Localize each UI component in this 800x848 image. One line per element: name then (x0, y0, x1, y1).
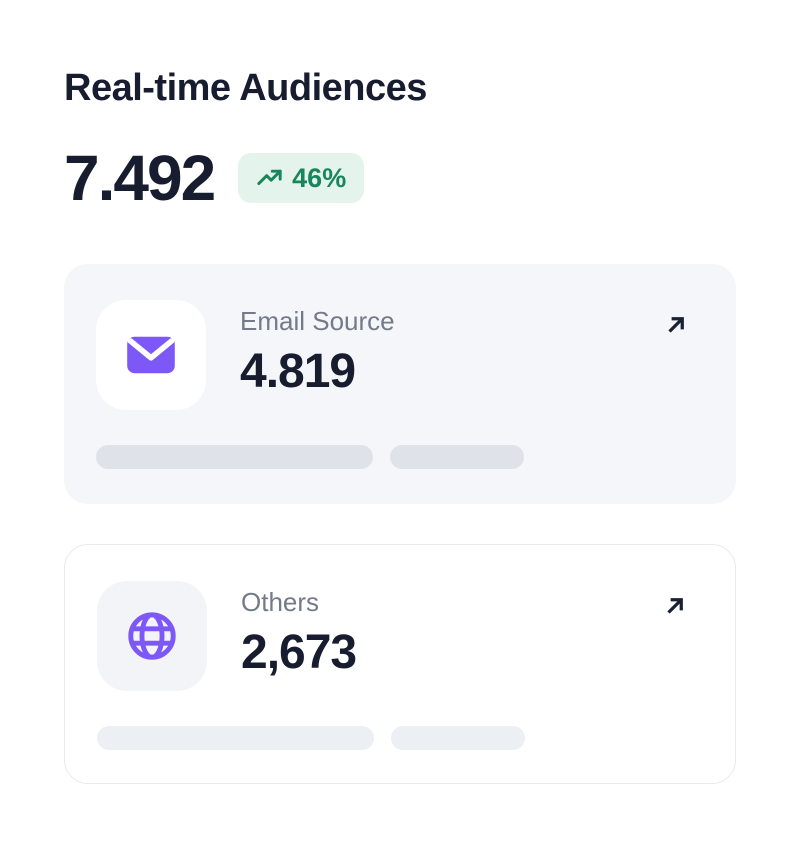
skeleton-bar-short (390, 445, 524, 469)
card-label: Email Source (240, 306, 395, 336)
others-card-text: Others 2,673 (241, 581, 660, 679)
email-source-card[interactable]: Email Source 4.819 (64, 264, 736, 504)
skeleton-bar-long (97, 726, 374, 750)
email-source-skeleton-row (96, 445, 704, 469)
page-title: Real-time Audiences (64, 67, 427, 109)
others-skeleton-row (97, 726, 703, 750)
arrow-up-right-icon (668, 317, 684, 333)
others-card-header: Others 2,673 (97, 581, 703, 691)
skeleton-bar-long (96, 445, 373, 469)
email-icon (127, 336, 175, 374)
others-card[interactable]: Others 2,673 (64, 544, 736, 784)
email-source-card-text: Email Source 4.819 (240, 300, 661, 398)
trend-badge: 46% (238, 153, 365, 203)
open-email-source-button[interactable] (661, 310, 691, 340)
audience-total-value: 7.492 (64, 142, 216, 214)
card-label: Others (241, 587, 320, 617)
arrow-up-right-icon (667, 598, 683, 614)
open-others-button[interactable] (660, 591, 690, 621)
realtime-audiences-panel: Real-time Audiences 7.492 46% Email Sour… (64, 67, 736, 784)
email-icon-tile (96, 300, 206, 410)
email-source-card-header: Email Source 4.819 (96, 300, 704, 410)
globe-icon (128, 612, 176, 660)
trend-value: 46% (292, 162, 347, 193)
globe-icon-tile (97, 581, 207, 691)
trending-up-icon (257, 169, 282, 185)
card-value: 2,673 (241, 626, 357, 679)
skeleton-bar-short (391, 726, 525, 750)
card-value: 4.819 (240, 345, 356, 398)
audience-total-row: 7.492 46% (64, 146, 736, 210)
